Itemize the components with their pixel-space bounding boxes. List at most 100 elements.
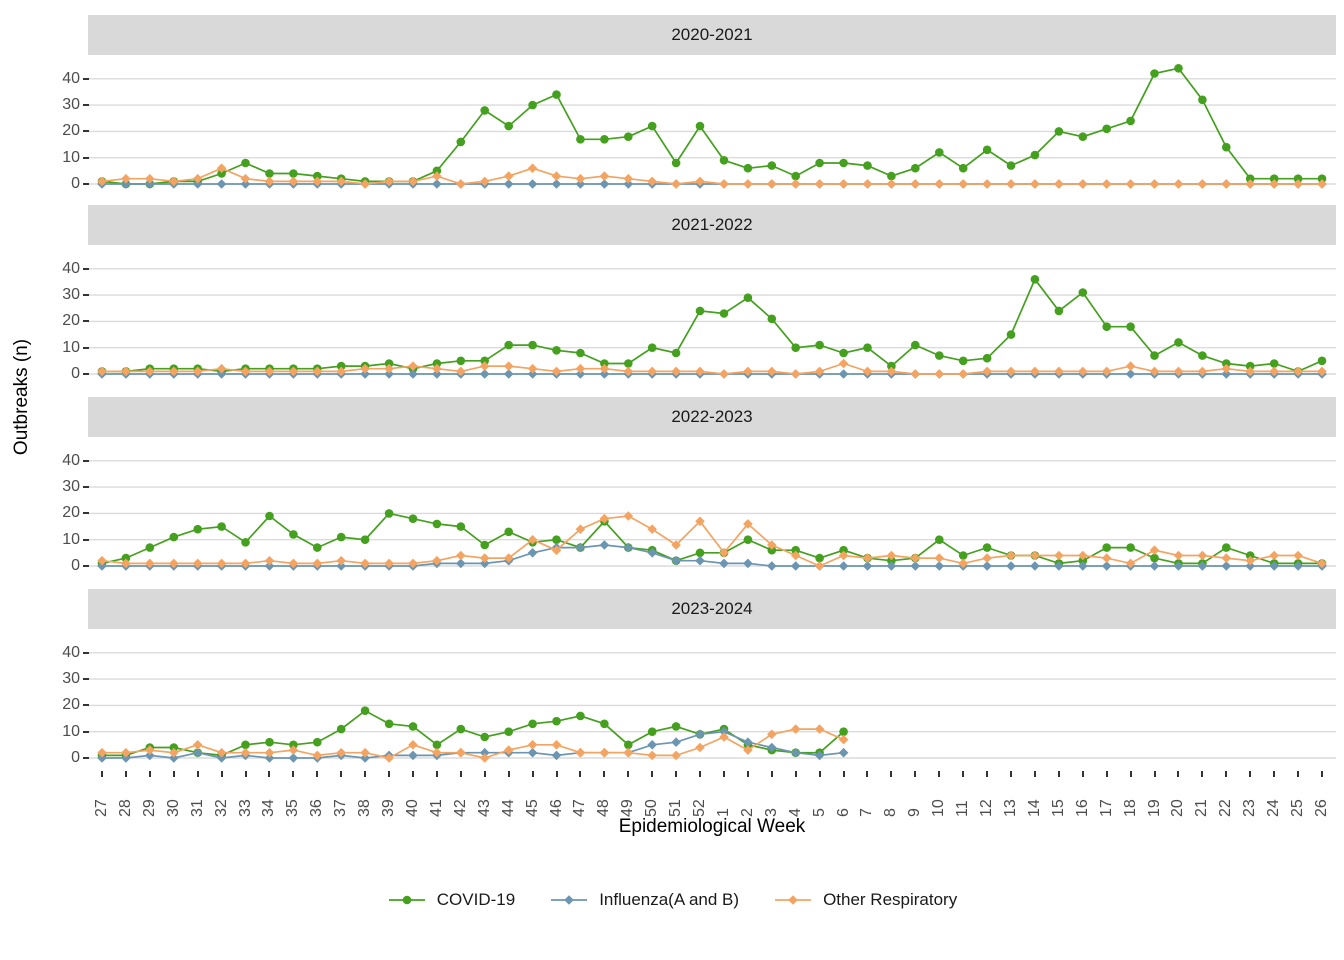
x-tick-mark [770, 771, 773, 777]
x-tick-label: 42 [451, 799, 469, 817]
x-tick-mark [1297, 771, 1300, 777]
x-tick-mark [172, 771, 175, 777]
y-tick-label: 10 [62, 722, 80, 740]
x-tick-label: 47 [571, 799, 589, 817]
facet-plot-area [88, 629, 1336, 771]
x-tick-label: 5 [810, 808, 828, 817]
x-tick-label: 32 [212, 799, 230, 817]
x-tick-label: 26 [1313, 799, 1330, 817]
y-tick-label: 0 [71, 557, 80, 574]
x-tick-mark [627, 771, 630, 777]
x-tick-label: 29 [140, 799, 158, 817]
x-tick-mark [1273, 771, 1276, 777]
legend-key-icon [775, 895, 812, 905]
x-tick-mark [699, 771, 702, 777]
x-tick-mark [101, 771, 103, 777]
x-tick-mark [818, 771, 821, 777]
x-tick-mark [1321, 771, 1323, 777]
x-tick-mark [962, 771, 965, 777]
y-tick-label: 20 [62, 696, 80, 714]
x-tick-mark [579, 771, 582, 777]
y-tick-mark [83, 77, 89, 80]
legend-key-icon [388, 895, 425, 905]
y-tick-label: 40 [62, 259, 80, 277]
x-tick-mark [124, 771, 127, 777]
x-tick-label: 6 [834, 808, 852, 817]
x-tick-mark [1033, 771, 1036, 777]
x-tick-mark [531, 771, 534, 777]
x-tick-label: 17 [1097, 799, 1115, 817]
x-tick-label: 48 [595, 799, 613, 817]
x-tick-mark [220, 771, 223, 777]
y-tick-mark [83, 730, 89, 733]
x-tick-label: 46 [547, 799, 565, 817]
legend-label: Influenza(A and B) [599, 890, 740, 909]
x-tick-mark [794, 771, 797, 777]
x-tick-label: 15 [1049, 799, 1067, 817]
y-tick-label: 10 [62, 338, 80, 356]
x-tick-mark [364, 771, 367, 777]
x-tick-mark [1249, 771, 1252, 777]
y-tick-label: 0 [71, 749, 80, 766]
y-tick-label: 40 [62, 643, 80, 661]
x-tick-label: 1 [714, 808, 732, 817]
x-tick-label: 4 [786, 808, 804, 817]
x-tick-mark [435, 771, 438, 777]
y-tick-mark [83, 704, 89, 707]
x-tick-mark [555, 771, 558, 777]
y-tick-mark [83, 183, 89, 185]
y-tick-mark [83, 512, 89, 515]
y-tick-label: 20 [62, 504, 80, 522]
x-tick-label: 22 [1217, 799, 1235, 817]
y-tick-mark [83, 486, 89, 489]
x-tick-label: 14 [1025, 799, 1043, 817]
x-tick-label: 40 [403, 799, 421, 817]
x-tick-label: 7 [858, 808, 876, 817]
x-tick-mark [411, 771, 414, 777]
y-tick-label: 30 [62, 670, 80, 688]
x-tick-label: 41 [427, 799, 445, 817]
facet-plot-area [88, 245, 1336, 387]
x-tick-label: 20 [1169, 799, 1187, 817]
facet-strip-label: 2021-2022 [88, 205, 1336, 245]
x-tick-mark [1129, 771, 1132, 777]
x-tick-mark [244, 771, 247, 777]
facet-strip-label: 2022-2023 [88, 397, 1336, 437]
x-tick-mark [938, 771, 941, 777]
x-tick-label: 49 [619, 799, 637, 817]
x-tick-mark [1201, 771, 1204, 777]
x-tick-label: 24 [1265, 799, 1283, 817]
x-tick-mark [483, 771, 486, 777]
x-tick-label: 11 [954, 800, 972, 817]
x-tick-mark [316, 771, 319, 777]
x-tick-label: 51 [667, 799, 685, 817]
legend-key-icon [551, 895, 588, 905]
legend-item: Influenza(A and B) [549, 890, 739, 910]
x-tick-mark [388, 771, 391, 777]
y-tick-mark [83, 104, 89, 107]
x-tick-label: 36 [308, 799, 326, 817]
facet-plot-area [88, 437, 1336, 579]
y-tick-mark [83, 320, 89, 323]
y-tick-mark [83, 130, 89, 133]
x-tick-mark [603, 771, 606, 777]
y-axis-title: Outbreaks (n) [11, 338, 32, 456]
y-tick-label: 40 [62, 451, 80, 469]
x-tick-mark [459, 771, 462, 777]
facet-strip-label: 2023-2024 [88, 589, 1336, 629]
facet-strip-label: 2020-2021 [88, 15, 1336, 55]
y-tick-label: 10 [62, 148, 80, 166]
legend-item: Other Respiratory [773, 890, 957, 910]
y-tick-mark [83, 757, 89, 759]
y-tick-mark [83, 678, 89, 681]
x-axis-title: Epidemiological Week [618, 816, 806, 837]
y-tick-label: 0 [71, 175, 80, 192]
x-tick-label: 18 [1121, 799, 1139, 817]
x-tick-label: 31 [188, 799, 206, 817]
y-tick-mark [83, 538, 89, 541]
x-tick-label: 8 [882, 808, 900, 817]
x-tick-label: 44 [499, 799, 517, 817]
y-tick-mark [83, 156, 89, 159]
y-tick-label: 0 [71, 365, 80, 382]
x-tick-mark [651, 771, 654, 777]
